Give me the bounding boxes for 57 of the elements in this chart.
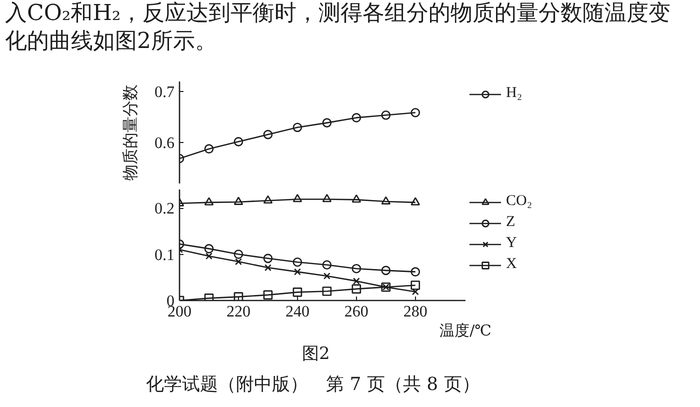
legend-label: Z [506,214,516,231]
legend-label: X [506,256,518,273]
x-tick-label: 280 [403,304,428,320]
point [294,268,301,276]
point [352,264,362,274]
x-tick-label: 240 [285,304,310,320]
caption: 图2 [301,344,331,365]
point [322,260,332,270]
point [410,108,420,118]
text: 化学试题（附中版） 第 7 页（共 8 页） [145,373,480,397]
point [204,144,214,154]
point [234,137,244,146]
point [292,194,302,202]
point [381,196,391,204]
point [263,195,273,204]
point [412,288,419,296]
y-tick-label: 0.7 [154,84,174,102]
point [381,110,391,120]
point [292,122,302,132]
point [292,288,302,297]
point [352,113,362,122]
point [292,257,302,267]
point [234,250,244,259]
point [381,266,391,276]
point [204,244,214,254]
point [410,197,420,206]
point [263,290,273,300]
point [263,130,273,140]
legend-label: H₂ [506,85,524,102]
text: 化的曲线如图2所示。 [4,28,218,56]
legend-label: Y [506,235,518,252]
point [352,284,362,294]
point [204,294,214,300]
point [323,272,330,280]
point [204,197,214,206]
point [263,254,273,264]
point [410,280,420,290]
x-tick-label: 260 [344,304,368,320]
point [410,267,420,276]
point [206,252,212,260]
x-axis-title: 温度/℃ [440,322,492,340]
y-axis-title: 物质的量分数 [120,84,140,180]
y-tick-label: 0.6 [154,135,174,152]
text: 入CO₂和H₂，反应达到平衡时，测得各组分的物质的量分数随温度变 [4,0,671,28]
point [322,286,332,296]
point [234,292,244,300]
point [264,264,272,272]
point [352,194,362,203]
y-tick-label: 0.2 [154,200,174,218]
point [234,196,244,205]
point [234,258,242,266]
x-tick-label: 220 [226,304,250,320]
y-tick-label: 0.1 [154,246,174,264]
point [322,194,332,202]
point [352,278,360,285]
legend-label: CO₂ [506,193,532,210]
point [322,118,332,128]
